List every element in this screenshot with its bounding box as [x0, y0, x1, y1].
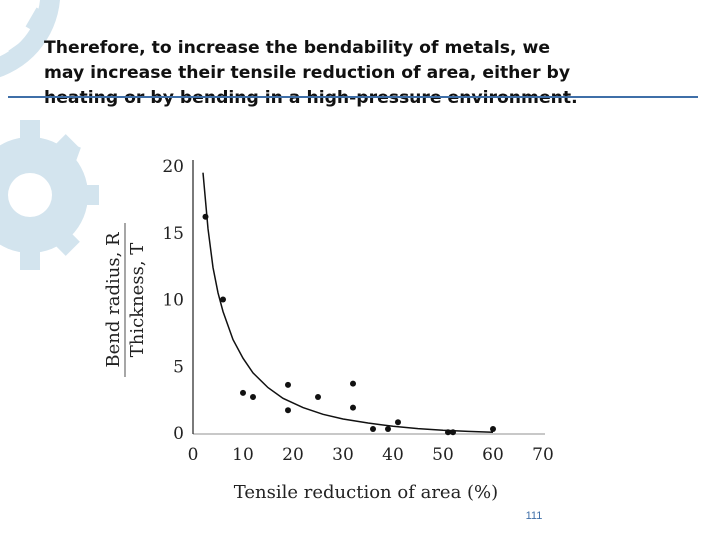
x-tick-label: 50	[432, 445, 454, 465]
x-tick-label: 20	[282, 445, 304, 465]
data-point	[250, 394, 256, 400]
x-tick-label: 40	[382, 445, 404, 465]
slide-text-line-3: heating or by bending in a high-pressure…	[44, 88, 578, 108]
data-point	[202, 213, 209, 220]
page-number: 111	[525, 510, 543, 522]
x-axis-label: Tensile reduction of area (%)	[234, 482, 498, 503]
data-point	[285, 407, 291, 414]
y-axis-label-denominator: Thickness, T	[127, 243, 148, 358]
title-underline	[8, 96, 698, 98]
y-axis-label-numerator: Bend radius, R	[103, 232, 124, 368]
data-point	[350, 380, 356, 387]
tick-labels: 0 10 20 30 40 50 60 70 0 5 10 15 20	[162, 157, 553, 465]
x-tick-label: 30	[332, 445, 354, 465]
data-point	[315, 394, 321, 400]
data-point	[370, 426, 376, 432]
slide-text-line-2: may increase their tensile reduction of …	[44, 63, 571, 83]
x-tick-label: 0	[188, 445, 199, 465]
data-point	[445, 429, 451, 436]
bend-radius-chart: 0 10 20 30 40 50 60 70 0 5 10 15 20 Bend radius, R T…	[103, 157, 554, 503]
data-point	[240, 389, 246, 396]
chart-axes	[192, 160, 545, 435]
fit-curve-line	[202, 172, 494, 433]
data-point	[450, 429, 456, 436]
x-tick-label: 70	[532, 445, 554, 465]
y-tick-label: 0	[173, 424, 184, 444]
data-point	[350, 404, 356, 411]
data-point	[385, 426, 391, 432]
data-points	[202, 213, 496, 436]
y-tick-label: 10	[162, 291, 184, 311]
data-point	[395, 419, 401, 426]
slide-body-text: Therefore, to increase the bendability o…	[44, 36, 704, 111]
x-tick-label: 60	[482, 445, 504, 465]
x-tick-label: 10	[232, 445, 254, 465]
y-tick-label: 15	[162, 224, 184, 244]
y-axis-label: Bend radius, R Thickness, T	[103, 223, 148, 377]
gear-decoration-icon	[0, 0, 99, 270]
slide-text-line-1: Therefore, to increase the bendability o…	[44, 38, 550, 58]
y-tick-label: 20	[162, 157, 184, 177]
y-tick-label: 5	[173, 357, 184, 377]
data-point	[285, 381, 291, 388]
data-point	[220, 296, 226, 303]
data-point	[490, 426, 496, 432]
